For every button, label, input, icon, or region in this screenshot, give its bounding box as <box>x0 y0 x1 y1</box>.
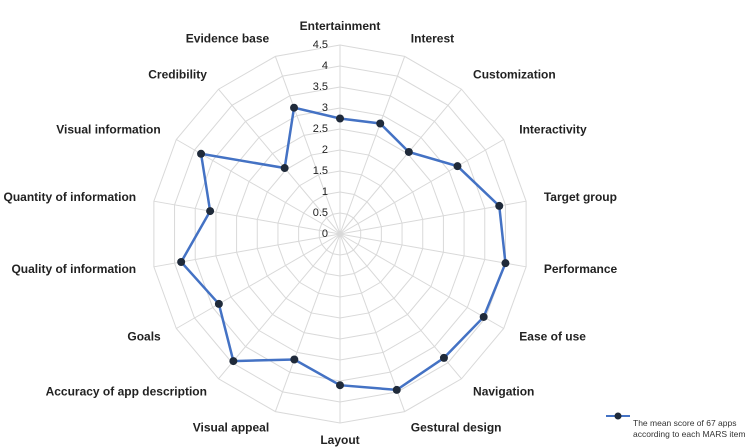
data-point <box>280 164 289 173</box>
spoke <box>339 88 462 235</box>
tick-label: 3.5 <box>313 81 328 93</box>
data-point <box>197 149 206 158</box>
tick-label: 0.5 <box>313 207 328 219</box>
spoke <box>274 233 341 412</box>
data-point <box>336 114 344 123</box>
tick-label: 2 <box>322 144 328 156</box>
category-label: Performance <box>544 262 618 276</box>
category-label: Customization <box>473 68 556 82</box>
category-label: Goals <box>127 330 161 344</box>
category-label: Interest <box>411 32 454 46</box>
legend-marker <box>614 412 622 420</box>
data-point <box>336 381 344 390</box>
data-point <box>453 162 462 171</box>
data-point <box>404 147 413 156</box>
series-line <box>179 106 507 392</box>
data-point <box>290 355 299 364</box>
category-label: Evidence base <box>186 32 270 46</box>
data-point <box>290 103 299 112</box>
category-label: Entertainment <box>300 19 381 33</box>
spoke <box>274 56 341 235</box>
spoke <box>339 233 462 380</box>
tick-label: 4.5 <box>313 39 328 51</box>
spoke <box>176 233 341 329</box>
data-point <box>479 312 488 321</box>
tick-label: 4 <box>322 60 328 72</box>
spoke <box>153 200 341 235</box>
data-point <box>229 357 238 366</box>
data-point <box>214 299 223 308</box>
tick-label: 2.5 <box>313 123 328 135</box>
data-point <box>501 259 510 268</box>
data-point <box>392 385 401 394</box>
legend-label: The mean score of 67 apps according to e… <box>633 418 746 439</box>
category-label: Credibility <box>148 68 207 82</box>
data-point <box>376 119 385 128</box>
tick-label: 3 <box>322 102 328 114</box>
data-point <box>439 353 448 362</box>
tick-label: 1 <box>322 186 328 198</box>
tick-label: 0 <box>322 228 328 240</box>
category-label: Gestural design <box>411 421 502 435</box>
category-label: Quality of information <box>11 262 136 276</box>
data-point <box>206 207 215 216</box>
category-label: Visual appeal <box>193 421 269 435</box>
data-point <box>177 258 186 267</box>
spoke <box>339 233 527 268</box>
category-label: Ease of use <box>519 330 586 344</box>
category-label: Visual information <box>56 123 160 137</box>
spoke <box>218 88 341 235</box>
spoke <box>339 139 504 235</box>
spoke <box>339 200 527 235</box>
category-label: Target group <box>544 190 617 204</box>
spoke <box>218 233 341 380</box>
category-label: Interactivity <box>519 123 587 137</box>
category-label: Layout <box>320 433 359 447</box>
spoke <box>339 56 406 235</box>
tick-label: 1.5 <box>313 165 328 177</box>
category-label: Navigation <box>473 385 534 399</box>
data-point <box>495 201 504 210</box>
spoke <box>339 233 504 329</box>
category-label: Accuracy of app description <box>46 385 207 399</box>
category-label: Quantity of information <box>3 190 136 204</box>
spoke <box>339 233 406 412</box>
